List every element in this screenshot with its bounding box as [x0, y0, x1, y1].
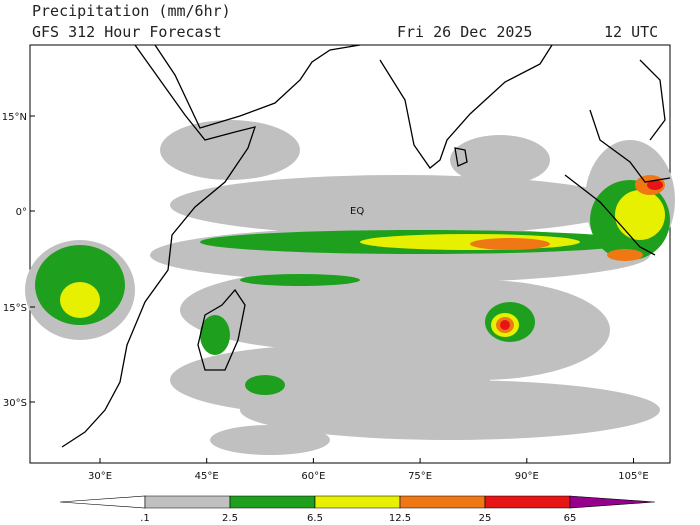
lon-label: 60°E	[301, 471, 325, 482]
colorbar-label: 2.5	[222, 513, 238, 524]
lat-label: 15°N	[2, 112, 27, 123]
lon-label: 90°E	[515, 471, 539, 482]
lon-label: 30°E	[88, 471, 112, 482]
colorbar-segment	[59, 495, 146, 509]
map: EQ 15°N 0° 15°S 30°S 30°E 45°E 60°E 75°E 90°E 105…	[2, 44, 675, 482]
colorbar-label: 6.5	[307, 513, 323, 524]
colorbar-label: 25	[479, 513, 492, 524]
equator-label: EQ	[350, 206, 364, 217]
coastlines	[61, 44, 671, 448]
colorbar-label: 12.5	[389, 513, 411, 524]
colorbar-label: 65	[564, 513, 577, 524]
colorbar-segment	[314, 495, 401, 509]
colorbar-segment	[569, 495, 656, 509]
precip-extreme	[500, 180, 663, 330]
time: 12 UTC	[604, 23, 658, 41]
title: Precipitation (mm/6hr)	[32, 2, 231, 20]
lon-label: 75°E	[408, 471, 432, 482]
subtitle: GFS 312 Hour Forecast	[32, 23, 222, 41]
colorbar: .1 2.5 6.5 12.5 25 65	[59, 495, 656, 524]
lon-label: 45°E	[195, 471, 219, 482]
date: Fri 26 Dec 2025	[397, 23, 532, 41]
precip-heavy	[60, 190, 665, 337]
colorbar-label: .1	[140, 513, 150, 524]
lat-label: 30°S	[3, 398, 27, 409]
lon-label: 105°E	[618, 471, 648, 482]
colorbar-segment	[229, 495, 316, 509]
lat-label: 0°	[16, 207, 27, 218]
colorbar-segment	[484, 495, 571, 509]
colorbar-segment	[399, 495, 486, 509]
colorbar-segment	[144, 495, 231, 509]
lat-label: 15°S	[3, 303, 27, 314]
